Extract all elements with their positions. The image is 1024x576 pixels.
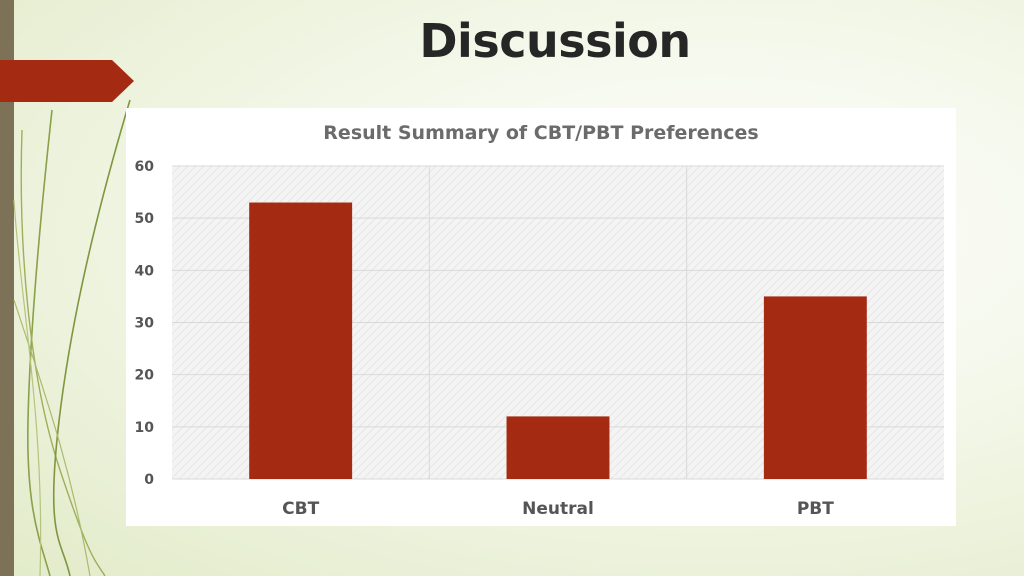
bar-cbt (249, 202, 353, 479)
y-tick-label: 30 (135, 316, 155, 332)
chart-panel: Result Summary of CBT/PBT Preferences 0 1… (126, 108, 956, 526)
chart-title: Result Summary of CBT/PBT Preferences (323, 122, 758, 144)
title-accent-flag (0, 60, 134, 102)
y-tick-label: 0 (144, 472, 154, 488)
bar-neutral (506, 416, 610, 479)
category-label: PBT (797, 499, 834, 519)
bar-pbt (763, 296, 867, 479)
bars (249, 202, 867, 479)
y-tick-label: 40 (135, 263, 155, 279)
y-tick-label: 20 (135, 368, 155, 384)
category-labels: CBT Neutral PBT (282, 499, 834, 519)
y-tick-label: 50 (135, 211, 155, 227)
decorative-leaf-lines (13, 99, 131, 576)
y-tick-label: 60 (135, 159, 155, 175)
y-axis-tick-labels: 0 10 20 30 40 50 60 (135, 159, 155, 488)
category-label: CBT (282, 499, 319, 519)
y-tick-label: 10 (135, 420, 155, 436)
category-label: Neutral (522, 499, 594, 519)
slide-title: Discussion (419, 14, 691, 68)
left-sidebar-bar (0, 0, 14, 576)
bar-chart: Result Summary of CBT/PBT Preferences 0 1… (135, 122, 944, 519)
